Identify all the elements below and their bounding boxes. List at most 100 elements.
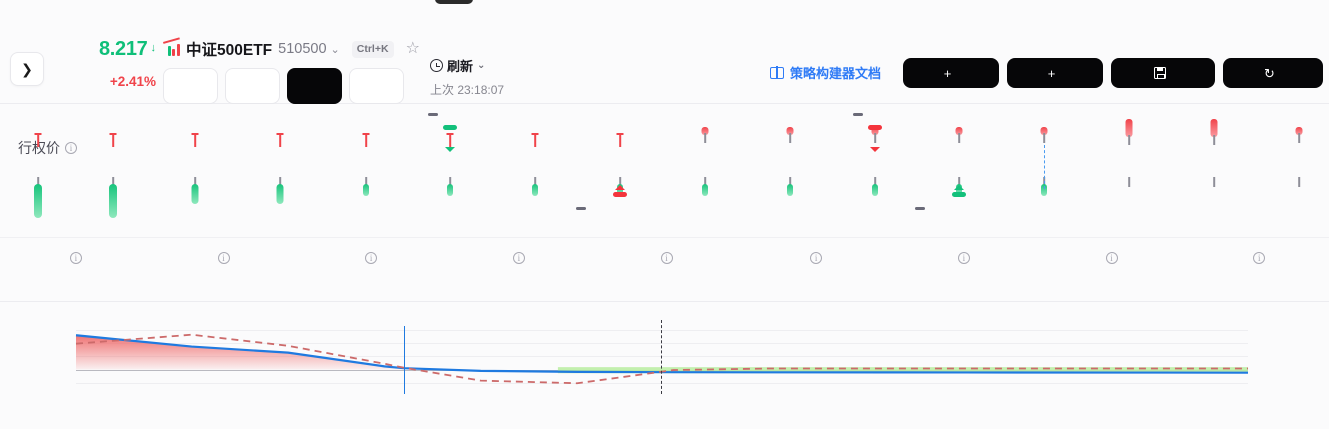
strike-column-8[interactable] <box>929 105 989 238</box>
strategy-builder-doc-link[interactable]: 策略构建器文档 <box>770 63 881 82</box>
strike-column-6.5[interactable] <box>420 105 480 238</box>
metric-header: i <box>295 252 443 264</box>
strike-upper-marker <box>1039 127 1049 147</box>
info-icon[interactable]: i <box>810 252 823 264</box>
latest-price-line <box>1044 145 1045 189</box>
strike-column-7.25[interactable] <box>675 105 735 238</box>
strike-column-9[interactable] <box>1269 105 1329 238</box>
metric-2: i <box>148 240 296 301</box>
metric-header: i <box>886 252 1034 264</box>
strike-lower-marker <box>869 177 881 221</box>
info-icon[interactable]: i <box>69 252 82 264</box>
strike-upper-marker <box>615 133 625 153</box>
strike-column-8.5[interactable] <box>1099 105 1159 238</box>
strike-ladder: 行权价 i <box>0 105 1329 238</box>
header-button-1[interactable]: + <box>903 58 999 88</box>
gridline <box>76 343 1248 345</box>
strike-upper-marker <box>445 133 455 153</box>
stock-chart-icon <box>163 36 180 57</box>
metric-4: i <box>443 240 591 301</box>
metric-header: i <box>591 252 739 264</box>
underlying-change-percent: +2.41% <box>109 74 156 89</box>
strike-lower-marker <box>360 177 372 221</box>
strike-lower-marker <box>699 177 711 221</box>
strike-column-6[interactable] <box>250 105 310 238</box>
strike-upper-marker <box>1294 127 1304 147</box>
strike-column-5.5[interactable] <box>83 105 143 238</box>
strike-lower-marker <box>1123 177 1135 189</box>
metric-8: i <box>1034 240 1182 301</box>
strike-column-5.25[interactable] <box>8 105 68 238</box>
metric-7: i <box>886 240 1034 301</box>
strike-upper-marker <box>954 127 964 147</box>
book-icon <box>770 65 784 79</box>
chart-marker-line-1 <box>403 326 405 394</box>
metric-6: i <box>738 240 886 301</box>
strike-lower-marker <box>529 177 541 221</box>
expiry-tab-2606[interactable] <box>349 68 404 104</box>
save-icon <box>1153 66 1166 80</box>
strike-column-7[interactable] <box>590 105 650 238</box>
pnl-plot-area[interactable] <box>75 320 1249 394</box>
header-button-4[interactable]: ↻ <box>1223 58 1323 88</box>
gridline <box>76 329 1248 331</box>
strike-lower-marker <box>1293 177 1305 189</box>
strike-column-8.25[interactable] <box>1014 105 1074 238</box>
position-badge[interactable] <box>952 192 966 197</box>
metric-3: i <box>295 240 443 301</box>
metric-header: i <box>1034 252 1182 264</box>
metric-header: i <box>443 252 591 264</box>
strike-column-7.5[interactable] <box>760 105 820 238</box>
pnl-series-2 <box>75 333 1248 385</box>
info-icon[interactable]: i <box>957 252 970 264</box>
clock-icon <box>430 59 443 72</box>
strike-price-label: 行权价 <box>18 140 60 156</box>
symbol-selector[interactable]: 中证500ETF 510500 ⌄ Ctrl+K ☆ <box>163 36 420 60</box>
info-icon[interactable]: i <box>512 252 525 264</box>
refresh-button[interactable]: 刷新 ⌄ <box>430 56 504 75</box>
strike-lower-marker <box>274 177 286 221</box>
info-icon[interactable]: i <box>365 252 378 264</box>
strike-lower-marker <box>614 177 626 221</box>
info-icon[interactable]: i <box>1253 252 1266 264</box>
price-direction-arrow-icon: ↓ <box>150 42 157 54</box>
strike-column-6.25[interactable] <box>336 105 396 238</box>
metric-header: i <box>0 252 148 264</box>
position-badge[interactable] <box>868 125 882 130</box>
position-quantity-badge[interactable] <box>576 207 586 210</box>
expiry-tab-2602[interactable] <box>225 68 280 104</box>
plus-icon: + <box>943 65 952 81</box>
expiry-tab-2603[interactable] <box>287 68 342 104</box>
strike-upper-marker <box>1124 119 1134 145</box>
info-icon[interactable]: i <box>217 252 230 264</box>
strike-column-6.75[interactable] <box>505 105 565 238</box>
chevron-down-icon[interactable]: ⌄ <box>477 60 486 71</box>
keyboard-shortcut-hint: Ctrl+K <box>351 40 394 58</box>
gridline <box>76 382 1248 384</box>
position-quantity-badge[interactable] <box>915 207 925 210</box>
info-icon[interactable]: i <box>65 142 77 154</box>
history-icon: ↻ <box>1264 65 1275 81</box>
gridline <box>76 356 1248 358</box>
info-icon[interactable]: i <box>1105 252 1118 264</box>
position-badge[interactable] <box>613 192 627 197</box>
strike-column-7.75[interactable] <box>845 105 905 238</box>
strike-column-5.75[interactable] <box>165 105 225 238</box>
strike-lower-marker <box>784 177 796 221</box>
expiry-tab-2601[interactable] <box>163 68 218 104</box>
sidebar-expand-button[interactable]: ❯ <box>10 52 44 86</box>
strike-column-8.75[interactable] <box>1184 105 1244 238</box>
header-button-2[interactable]: + <box>1007 58 1103 88</box>
pnl-series-1 <box>75 334 1249 374</box>
chevron-down-icon[interactable]: ⌄ <box>330 43 340 56</box>
header-button-3[interactable] <box>1111 58 1215 88</box>
favorite-star-icon[interactable]: ☆ <box>405 40 420 57</box>
strike-price-title: 行权价 i <box>18 138 77 158</box>
position-badge[interactable] <box>443 125 457 130</box>
strike-lower-marker <box>107 177 119 221</box>
strike-upper-marker <box>108 133 118 153</box>
strike-lower-marker <box>444 177 456 221</box>
strike-upper-marker <box>530 133 540 153</box>
info-icon[interactable]: i <box>660 252 673 264</box>
